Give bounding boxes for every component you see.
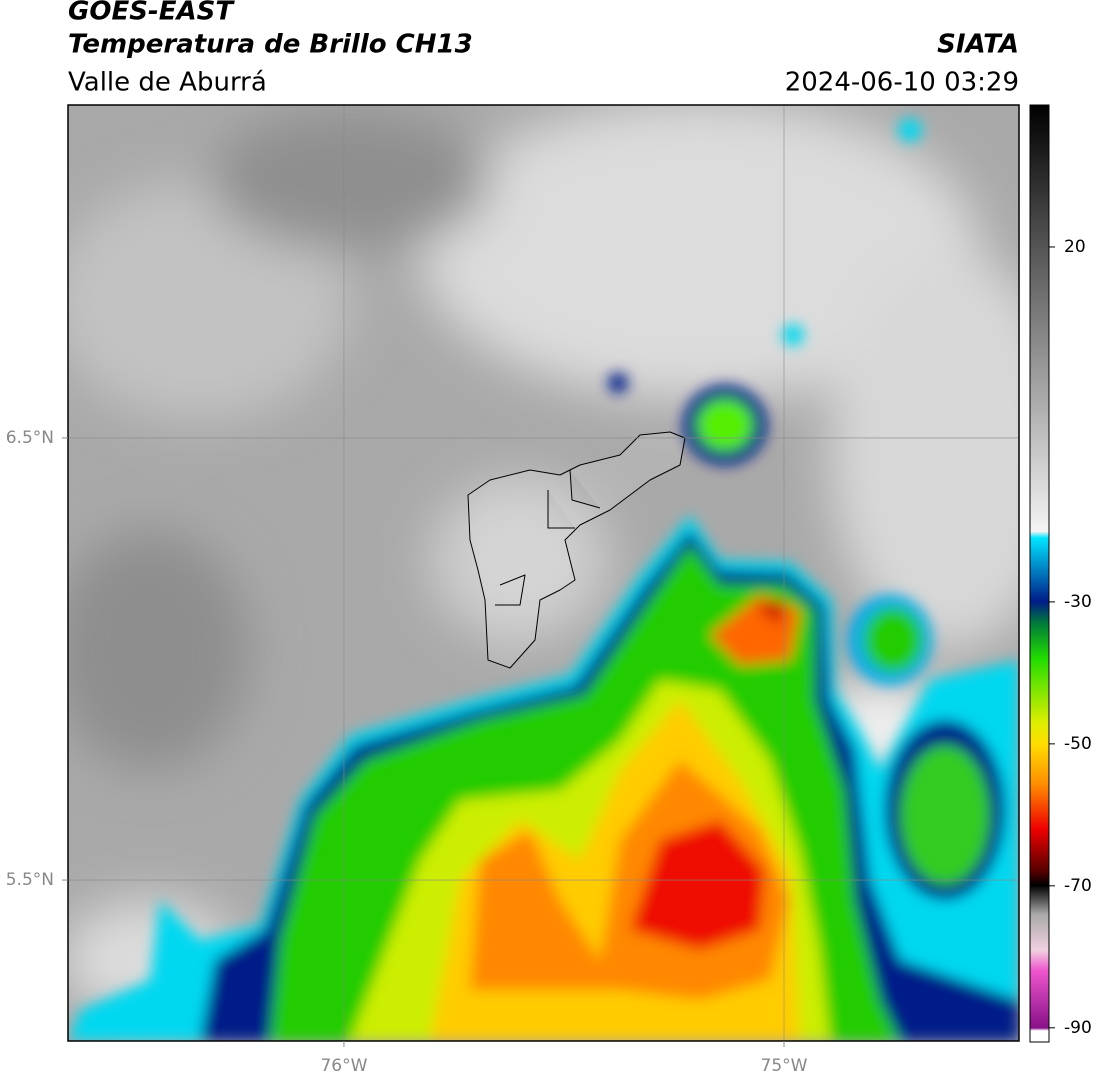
y-tick-label: 6.5°N	[6, 428, 54, 448]
y-tick-label: 5.5°N	[6, 870, 54, 890]
map-frame	[67, 104, 1020, 1042]
colorbar-tick-label: -90	[1064, 1018, 1092, 1038]
grid	[68, 105, 1019, 1041]
colorbar-tick-label: -30	[1064, 592, 1092, 612]
satellite-image	[68, 105, 1019, 1041]
subtitle: Temperatura de Brillo CH13	[68, 30, 473, 60]
title: GOES-EAST	[68, 0, 235, 27]
colorbar	[1029, 104, 1050, 1043]
x-tick-label: 76°W	[320, 1056, 367, 1076]
timestamp: 2024-06-10 03:29	[785, 68, 1019, 98]
colorbar-tick-label: -50	[1064, 734, 1092, 754]
region: Valle de Aburrá	[68, 68, 267, 98]
colorbar-tick-label: 20	[1064, 237, 1086, 257]
x-tick-label: 75°W	[761, 1056, 808, 1076]
colorbar-tick-label: -70	[1064, 876, 1092, 896]
source: SIATA	[937, 30, 1019, 60]
